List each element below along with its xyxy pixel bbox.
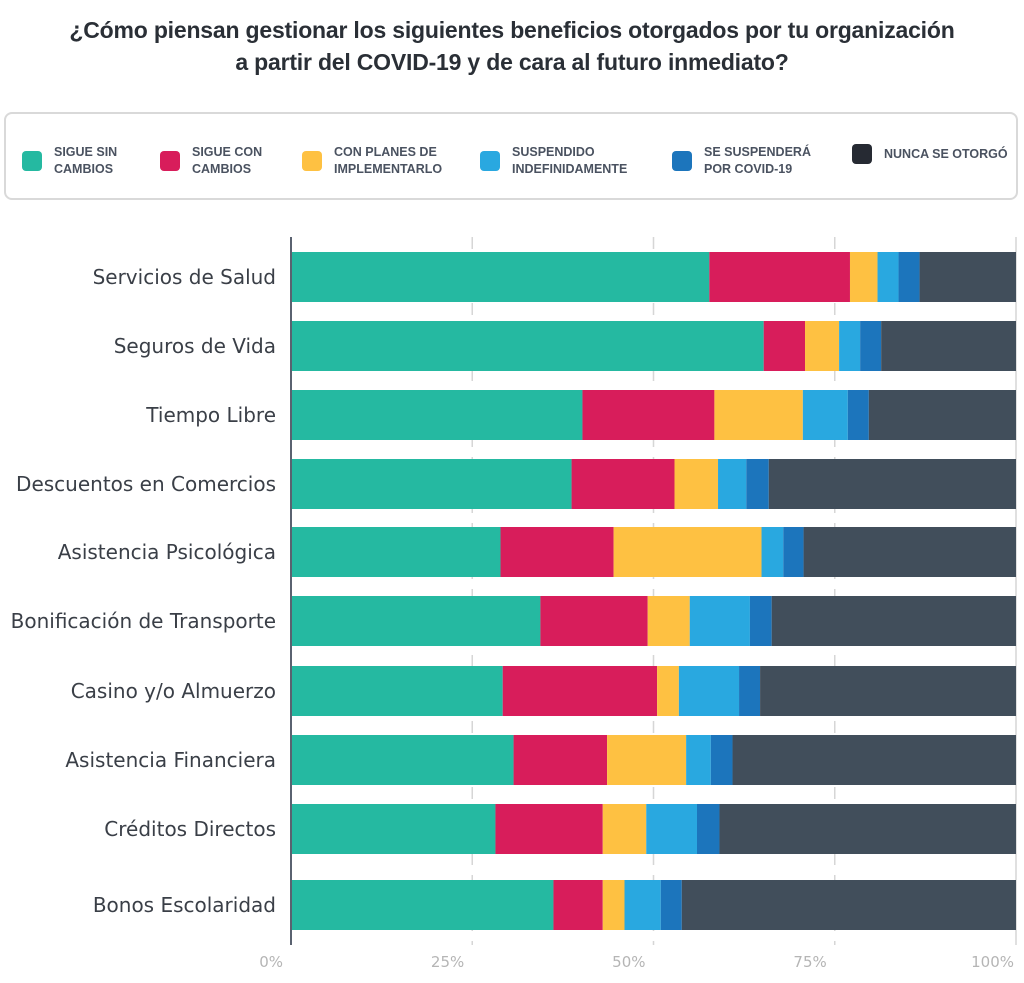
- x-tick-label: 75%: [793, 953, 826, 971]
- bar-segment[interactable]: [500, 527, 614, 577]
- category-label: Casino y/o Almuerzo: [71, 679, 276, 703]
- x-tick-label: 100%: [971, 953, 1014, 971]
- bar-segment[interactable]: [877, 252, 899, 302]
- bar-segment[interactable]: [919, 252, 1016, 302]
- legend-label: SE SUSPENDERÁ POR COVID-19: [704, 145, 811, 176]
- category-label: Créditos Directos: [104, 817, 276, 841]
- bar-segment[interactable]: [697, 804, 720, 854]
- bar-segment[interactable]: [647, 596, 690, 646]
- bar-segment[interactable]: [607, 735, 687, 785]
- bar-segment[interactable]: [710, 735, 733, 785]
- bar-segment[interactable]: [495, 804, 603, 854]
- bar-segment[interactable]: [624, 880, 661, 930]
- category-label: Asistencia Financiera: [65, 748, 276, 772]
- legend-item-con-planes[interactable]: CON PLANES DE IMPLEMENTARLO: [302, 144, 442, 178]
- legend-swatch: [480, 151, 500, 171]
- bar-segment[interactable]: [803, 527, 1016, 577]
- category-label: Servicios de Salud: [93, 265, 276, 289]
- x-tick-label: 25%: [431, 953, 464, 971]
- bar-segment[interactable]: [540, 596, 648, 646]
- category-label: Bonificación de Transporte: [11, 609, 276, 633]
- bar-segment[interactable]: [513, 735, 608, 785]
- bar-segment[interactable]: [868, 390, 1016, 440]
- bar-segment[interactable]: [768, 459, 1016, 509]
- bar-segment[interactable]: [771, 596, 1016, 646]
- bar-segment[interactable]: [502, 666, 658, 716]
- bar-segment[interactable]: [291, 666, 503, 716]
- bar-segment[interactable]: [732, 735, 1016, 785]
- legend-label: CON PLANES DE IMPLEMENTARLO: [334, 145, 443, 176]
- bar-segment[interactable]: [805, 321, 840, 371]
- category-label: Descuentos en Comercios: [16, 472, 276, 496]
- bar-segment[interactable]: [291, 390, 583, 440]
- bar-segment[interactable]: [602, 804, 647, 854]
- bar-segment[interactable]: [763, 321, 806, 371]
- bar-segment[interactable]: [660, 880, 682, 930]
- bar-segment[interactable]: [291, 252, 710, 302]
- bar-segment[interactable]: [719, 804, 1016, 854]
- category-label: Seguros de Vida: [114, 334, 276, 358]
- category-label: Tiempo Libre: [145, 403, 276, 427]
- bar-segment[interactable]: [881, 321, 1016, 371]
- bar-segment[interactable]: [678, 666, 740, 716]
- bar-segment[interactable]: [749, 596, 772, 646]
- bar-segment[interactable]: [689, 596, 750, 646]
- bar-segment[interactable]: [849, 252, 878, 302]
- legend-label: NUNCA SE OTORGÓ: [884, 146, 1008, 161]
- bar-segment[interactable]: [847, 390, 869, 440]
- bar-segment[interactable]: [839, 321, 861, 371]
- bar-segment[interactable]: [291, 459, 572, 509]
- x-tick-label: 50%: [612, 953, 645, 971]
- bar-segment[interactable]: [783, 527, 804, 577]
- legend-swatch: [160, 151, 180, 171]
- legend-label: SUSPENDIDO INDEFINIDAMENTE: [512, 145, 628, 176]
- legend-label: SIGUE SIN CAMBIOS: [54, 145, 118, 176]
- legend-swatch: [22, 151, 42, 171]
- bar-segment[interactable]: [553, 880, 603, 930]
- chart-title-line-1: ¿Cómo piensan gestionar los siguientes b…: [69, 17, 955, 43]
- bar-segment[interactable]: [291, 804, 496, 854]
- legend-item-se-suspendera[interactable]: SE SUSPENDERÁ POR COVID-19: [672, 144, 811, 178]
- bar-segment[interactable]: [739, 666, 761, 716]
- bar-segment[interactable]: [686, 735, 711, 785]
- legend-item-suspendido[interactable]: SUSPENDIDO INDEFINIDAMENTE: [480, 144, 627, 178]
- legend-item-sigue-sin-cambios[interactable]: SIGUE SIN CAMBIOS: [22, 144, 117, 178]
- bar-segment[interactable]: [860, 321, 882, 371]
- bar-segment[interactable]: [746, 459, 769, 509]
- chart-title: ¿Cómo piensan gestionar los siguientes b…: [0, 14, 1024, 78]
- bar-segment[interactable]: [709, 252, 850, 302]
- chart-legend: SIGUE SIN CAMBIOS SIGUE CON CAMBIOS CON …: [4, 112, 1018, 200]
- bar-segment[interactable]: [602, 880, 625, 930]
- bar-segment[interactable]: [291, 880, 554, 930]
- legend-item-nunca-se-otorgo[interactable]: NUNCA SE OTORGÓ: [852, 144, 1008, 164]
- bar-segment[interactable]: [582, 390, 715, 440]
- bar-segment[interactable]: [681, 880, 1016, 930]
- bar-segment[interactable]: [646, 804, 697, 854]
- bar-segment[interactable]: [760, 666, 1016, 716]
- bar-segment[interactable]: [802, 390, 848, 440]
- legend-swatch: [302, 151, 322, 171]
- legend-swatch: [672, 151, 692, 171]
- bar-segment[interactable]: [714, 390, 803, 440]
- bar-segment[interactable]: [718, 459, 747, 509]
- legend-swatch: [852, 144, 872, 164]
- bar-segment[interactable]: [291, 527, 501, 577]
- bar-segment[interactable]: [571, 459, 675, 509]
- category-label: Bonos Escolaridad: [93, 893, 276, 917]
- bar-segment[interactable]: [898, 252, 920, 302]
- bar-segment[interactable]: [657, 666, 679, 716]
- category-label: Asistencia Psicológica: [58, 540, 276, 564]
- chart-title-line-2: a partir del COVID-19 y de cara al futur…: [235, 49, 789, 75]
- bar-segment[interactable]: [761, 527, 784, 577]
- bar-segment[interactable]: [291, 735, 514, 785]
- x-tick-label: 0%: [259, 953, 283, 971]
- bar-segment[interactable]: [674, 459, 719, 509]
- bar-segment[interactable]: [291, 321, 764, 371]
- legend-item-sigue-con-cambios[interactable]: SIGUE CON CAMBIOS: [160, 144, 262, 178]
- bar-segment[interactable]: [613, 527, 762, 577]
- legend-label: SIGUE CON CAMBIOS: [192, 145, 263, 176]
- bar-segment[interactable]: [291, 596, 541, 646]
